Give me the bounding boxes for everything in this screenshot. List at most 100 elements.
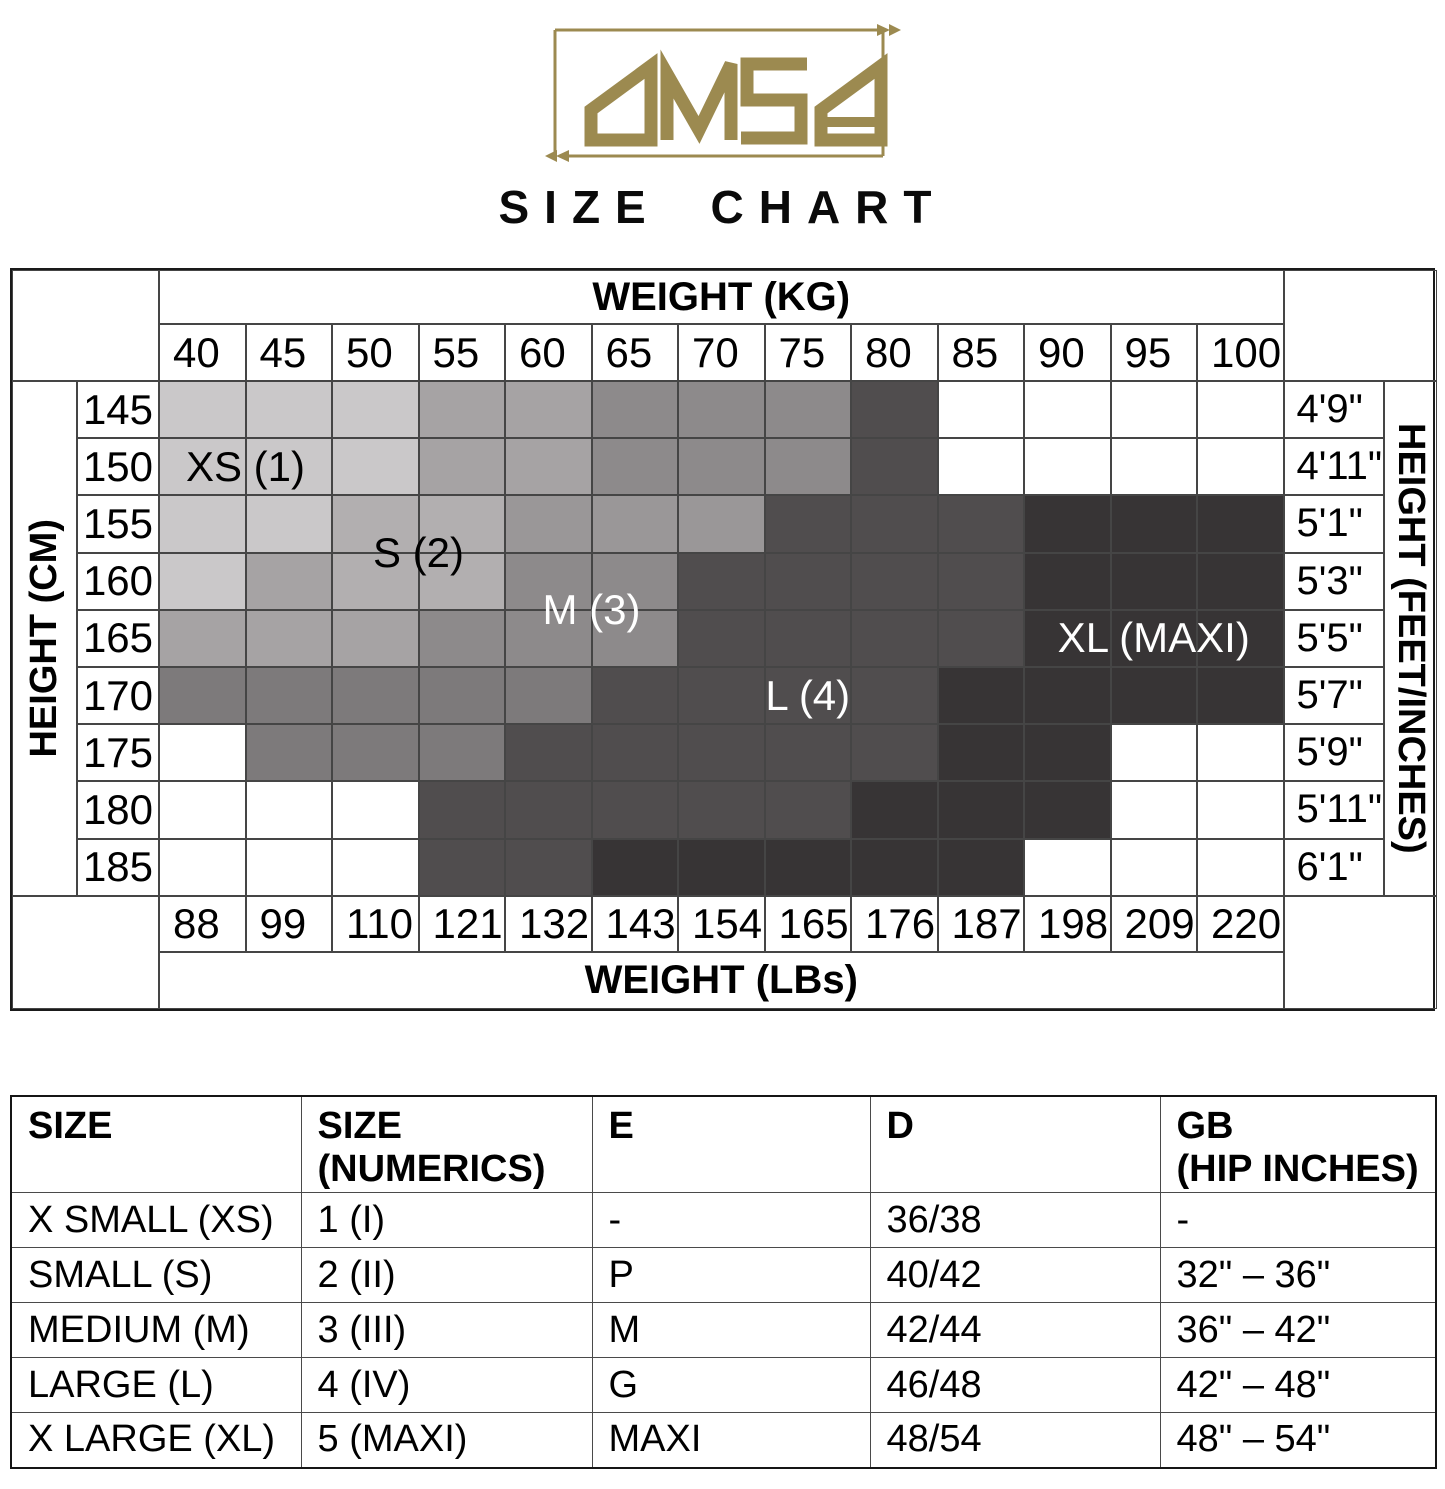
grid-cell [851,381,938,439]
cm-tick-text: 150 [82,442,154,490]
grid-cell [591,495,678,553]
corner-top-left [12,270,159,381]
ftin-tick-text: 5'5" [1296,615,1363,660]
grid-cell [1024,666,1111,725]
table-row: SMALL (S) 2 (II) P 40/42 32" – 36" [10,1247,1437,1304]
grid-cell [851,438,938,496]
lbs-tick: 187 [937,895,1024,952]
kg-tick: 90 [1024,324,1111,381]
grid-cell [332,495,419,553]
grid-cell [937,381,1024,439]
grid-cell [1024,381,1111,439]
conversion-header-cell: SIZE [10,1095,302,1194]
ftin-tick: 4'9" [1283,381,1384,439]
table-row: MEDIUM (M) 3 (III) M 42/44 36" – 42" [10,1302,1437,1359]
grid-cell [159,609,246,667]
grid-cell [245,609,332,667]
height-cm-axis-label: HEIGHT (CM) [12,381,77,896]
lbs-tick-text: 198 [1038,899,1109,947]
height-cm-axis-label-text: HEIGHT (CM) [23,519,65,758]
corner-top-right [1283,270,1437,381]
grid-cell [159,381,246,439]
weight-lbs-header: WEIGHT (LBs) [159,951,1284,1009]
cm-tick: 150 [77,438,159,496]
ftin-tick-text: 5'11" [1296,787,1383,832]
grid-cell [1110,724,1197,782]
grid-cell [505,552,592,610]
grid-cell [591,381,678,439]
lbs-tick-text: 88 [173,899,220,947]
grid-cell [332,781,419,839]
lbs-tick-text: 154 [692,899,763,947]
grid-cell [418,666,505,725]
conversion-header-cell: SIZE (NUMERICS) [300,1095,593,1194]
grid-cell [678,381,765,439]
grid-cell [764,838,851,896]
grid-cell [245,666,332,725]
table-cell: P [591,1247,871,1304]
cm-tick: 145 [77,381,159,439]
kg-tick-text: 55 [432,328,480,376]
grid-cell [1197,381,1284,439]
ftin-tick-text: 5'3" [1296,558,1363,603]
kg-tick-text: 95 [1124,328,1172,376]
grid-cell [1110,781,1197,839]
grid-cell [591,838,678,896]
lbs-tick: 88 [159,895,246,952]
table-cell: 48/54 [869,1412,1161,1469]
table-cell: X LARGE (XL) [10,1412,302,1469]
grid-cell [764,495,851,553]
table-cell: - [1159,1192,1437,1249]
page-title: SIZE CHART [498,181,947,233]
ftin-tick: 6'1" [1283,838,1384,896]
table-cell: 40/42 [869,1247,1161,1304]
kg-tick-text: 75 [778,328,826,376]
kg-tick: 40 [159,324,246,381]
table-cell: 36" – 42" [1159,1302,1437,1359]
table-row: X LARGE (XL) 5 (MAXI) MAXI 48/54 48" – 54" [10,1412,1437,1469]
omsa-logo [544,24,901,162]
lbs-tick-text: 110 [346,899,413,947]
grid-cell [1024,724,1111,782]
grid-cell [678,666,765,725]
lbs-tick-text: 176 [865,899,936,947]
kg-tick-text: 50 [346,328,393,376]
table-cell: - [591,1192,871,1249]
grid-cell [937,781,1024,839]
grid-cell [764,438,851,496]
logo-letters [584,49,887,147]
ftin-tick-text: 5'7" [1296,673,1363,718]
grid-cell [1110,666,1197,725]
table-cell: 2 (II) [300,1247,593,1304]
grid-cell [591,609,678,667]
table-cell: 42" – 48" [1159,1357,1437,1414]
lbs-tick: 176 [851,895,938,952]
grid-cell [1197,666,1284,725]
table-cell: 5 (MAXI) [300,1412,593,1469]
kg-tick: 60 [505,324,592,381]
grid-cell [678,781,765,839]
kg-tick: 80 [851,324,938,381]
ftin-tick: 5'3" [1283,552,1384,610]
cm-tick: 155 [77,495,159,553]
grid-cell [159,666,246,725]
lbs-tick: 220 [1197,895,1284,952]
lbs-tick-text: 220 [1211,899,1282,947]
grid-cell [332,609,419,667]
ftin-tick-text: 5'1" [1296,501,1363,546]
grid-cell [937,724,1024,782]
table-cell: LARGE (L) [10,1357,302,1414]
kg-tick: 55 [418,324,505,381]
kg-tick: 95 [1110,324,1197,381]
grid-cell [1024,438,1111,496]
grid-cell [332,381,419,439]
kg-tick-text: 70 [692,328,739,376]
grid-cell [418,609,505,667]
size-grid: WEIGHT (KG) 40 45 50 55 60 65 70 75 80 85 90 95 100 HE… [10,268,1437,1011]
grid-cell [1110,495,1197,553]
cm-tick: 170 [77,666,159,725]
corner-bottom-left [12,895,159,1009]
grid-cell [851,838,938,896]
grid-cell [332,724,419,782]
kg-tick-text: 90 [1038,328,1085,376]
